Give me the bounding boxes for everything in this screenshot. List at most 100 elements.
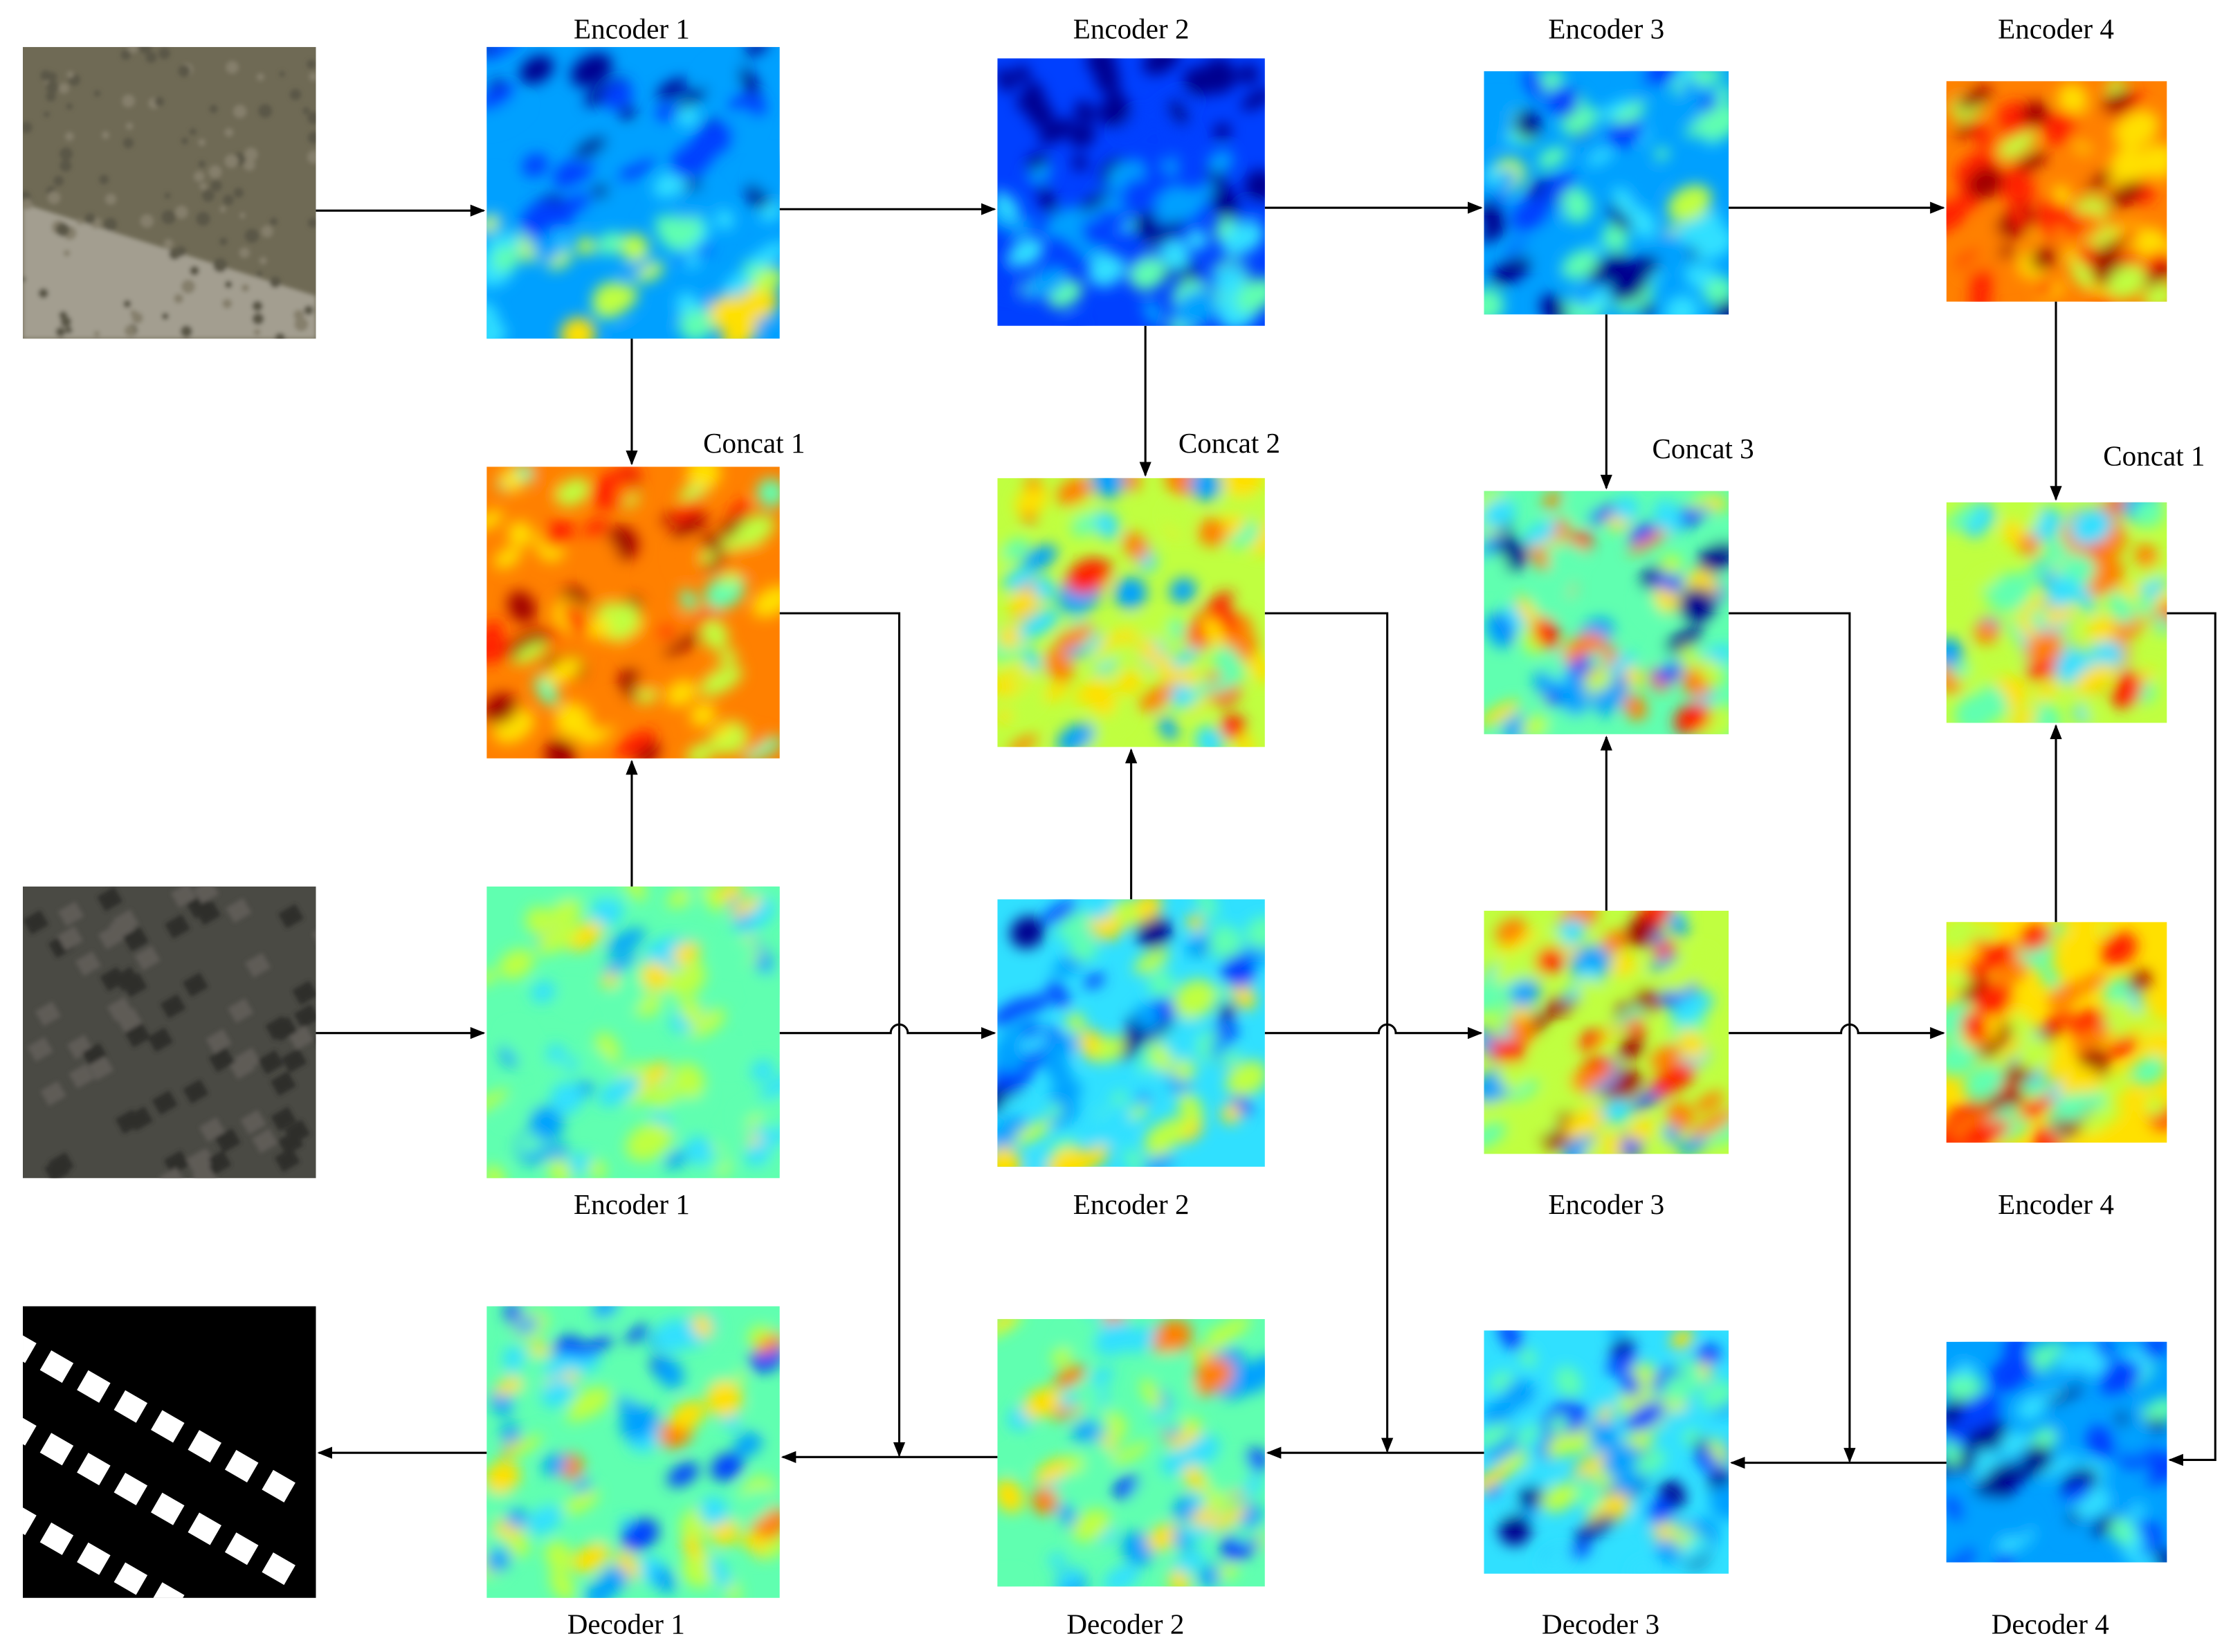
arrow xyxy=(2167,612,2216,1467)
blob xyxy=(702,886,723,913)
blob xyxy=(1517,1486,1543,1509)
speck xyxy=(289,89,302,100)
roof xyxy=(193,886,219,905)
blob xyxy=(1601,224,1628,252)
blob xyxy=(1960,1393,2003,1430)
blob xyxy=(1946,507,1979,531)
blob xyxy=(1689,493,1713,511)
blob xyxy=(644,936,680,963)
blob xyxy=(1558,681,1590,716)
blob xyxy=(1236,734,1255,747)
blob xyxy=(1484,1396,1518,1425)
map-texture xyxy=(1484,491,1729,734)
blob xyxy=(1158,716,1178,741)
blob xyxy=(751,291,774,310)
blob xyxy=(1235,278,1265,314)
blob xyxy=(567,1399,601,1423)
blob xyxy=(543,520,574,547)
blob xyxy=(635,664,673,692)
blob xyxy=(2070,259,2093,289)
blob xyxy=(761,1536,780,1557)
blob xyxy=(752,586,780,617)
blob xyxy=(564,1489,599,1514)
speck xyxy=(253,329,261,336)
blob xyxy=(2063,1482,2091,1504)
blob xyxy=(664,1151,688,1169)
feature-map xyxy=(486,46,780,339)
blob xyxy=(1208,1458,1253,1496)
blob xyxy=(1082,219,1107,248)
blob xyxy=(1625,917,1658,947)
blob xyxy=(1046,1147,1091,1167)
blob xyxy=(680,590,698,611)
building xyxy=(151,1582,185,1598)
blob xyxy=(624,1325,650,1343)
blob xyxy=(486,1460,520,1494)
blob xyxy=(1132,212,1158,237)
blob xyxy=(1624,665,1643,688)
blob xyxy=(2024,630,2064,664)
blob xyxy=(1674,702,1711,734)
blob xyxy=(1603,653,1637,677)
roof xyxy=(75,951,101,977)
blob xyxy=(1208,150,1234,174)
blob xyxy=(672,1063,705,1098)
feature-map xyxy=(1946,1341,2167,1563)
speck xyxy=(307,217,316,228)
blob xyxy=(1169,578,1196,603)
blob xyxy=(1084,972,1104,989)
feature-map xyxy=(1946,922,2167,1143)
blob xyxy=(1220,714,1246,738)
blob xyxy=(2087,615,2116,644)
blob xyxy=(1066,315,1084,326)
blob xyxy=(486,84,515,110)
blob xyxy=(1074,679,1109,705)
blob xyxy=(657,624,675,639)
blob xyxy=(2019,598,2043,615)
roof xyxy=(127,1106,154,1132)
blob xyxy=(1574,1514,1617,1542)
roof xyxy=(244,952,271,978)
roof xyxy=(116,1008,143,1033)
blob xyxy=(997,190,1018,222)
speck xyxy=(307,111,316,125)
blob xyxy=(1069,124,1095,148)
blob xyxy=(603,952,638,975)
blob xyxy=(1094,1036,1126,1062)
speck xyxy=(226,61,239,74)
blob xyxy=(1666,631,1697,652)
blob xyxy=(1946,1440,1962,1467)
blob xyxy=(1202,617,1226,648)
blob xyxy=(1032,575,1056,602)
blob xyxy=(724,273,752,296)
blob xyxy=(1548,1415,1569,1433)
blob xyxy=(1209,669,1247,694)
blob xyxy=(1093,1108,1133,1144)
blob xyxy=(1172,1550,1208,1576)
blob xyxy=(1164,646,1203,671)
building xyxy=(151,1492,185,1525)
roof xyxy=(160,994,186,1019)
blob xyxy=(1123,532,1149,561)
roof xyxy=(257,1049,284,1075)
blob xyxy=(508,1435,543,1458)
blob xyxy=(563,603,588,636)
blob xyxy=(1137,1064,1169,1098)
blob xyxy=(1185,932,1217,955)
blob xyxy=(1008,590,1039,616)
blob xyxy=(1008,734,1038,747)
blob xyxy=(1484,1467,1510,1493)
blob xyxy=(1056,478,1092,506)
speck xyxy=(60,316,72,327)
blob xyxy=(2122,1548,2138,1563)
blob xyxy=(2030,247,2057,271)
roof xyxy=(226,898,252,923)
blob xyxy=(1026,152,1048,171)
blob xyxy=(2009,709,2039,723)
speck xyxy=(275,333,286,339)
blob xyxy=(2073,663,2115,694)
speck xyxy=(163,239,174,249)
blob xyxy=(1113,111,1149,137)
map-texture xyxy=(1946,1341,2167,1563)
blob xyxy=(2058,1066,2100,1100)
